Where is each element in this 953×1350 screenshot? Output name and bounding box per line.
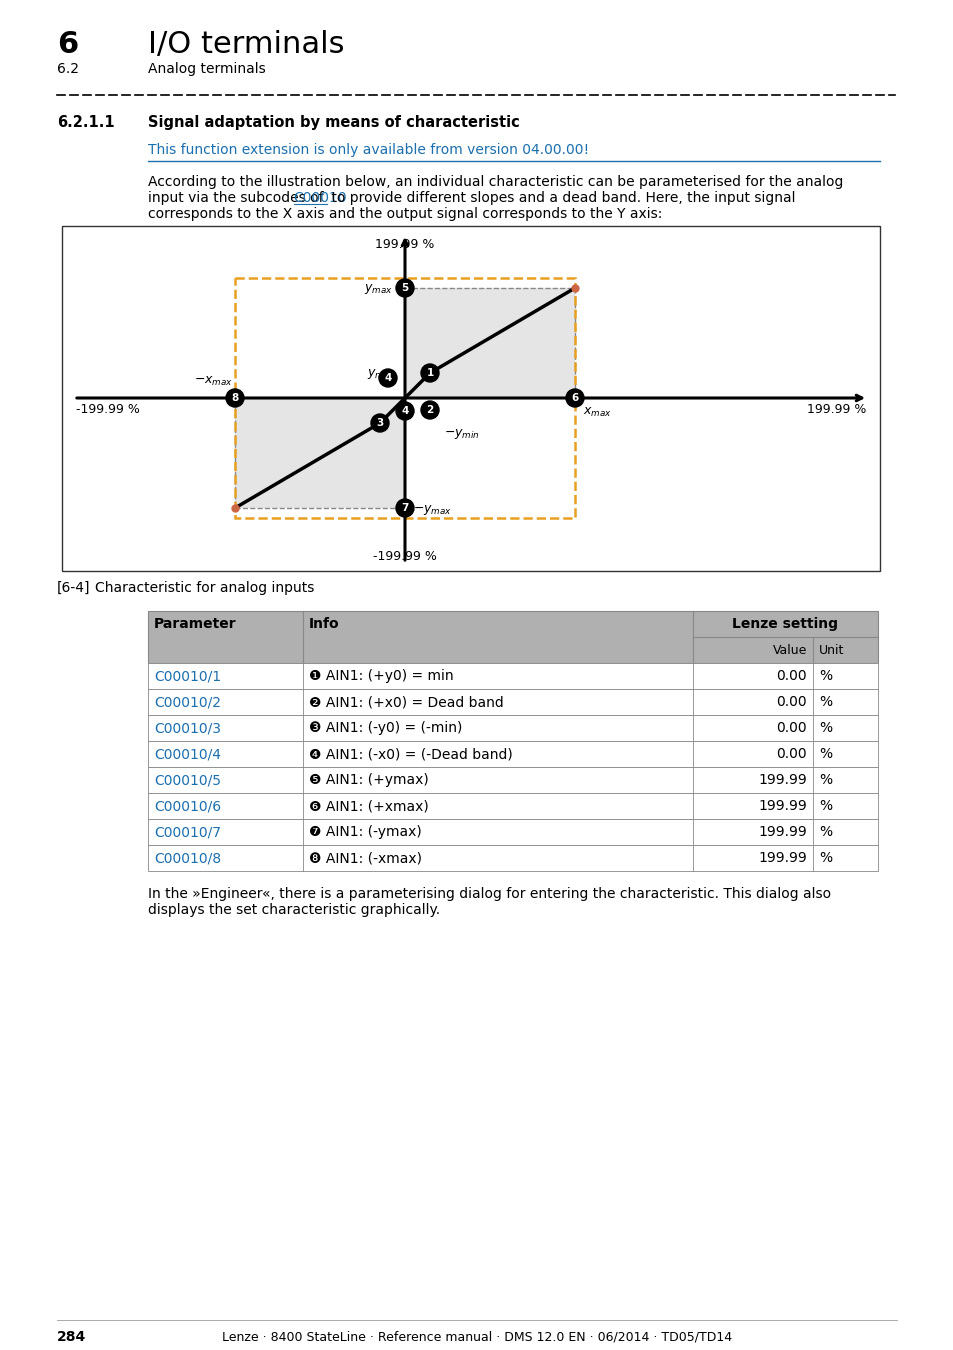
Bar [148, 767, 877, 792]
Text: ❷ AIN1: (+x0) = Dead band: ❷ AIN1: (+x0) = Dead band [309, 695, 503, 709]
Text: displays the set characteristic graphically.: displays the set characteristic graphica… [148, 903, 439, 917]
Circle shape [420, 401, 438, 418]
Text: 199.99 %: 199.99 % [806, 404, 865, 416]
Text: ❹ AIN1: (-x0) = (-Dead band): ❹ AIN1: (-x0) = (-Dead band) [309, 747, 512, 761]
Bar [148, 612, 877, 663]
Text: ❼ AIN1: (-ymax): ❼ AIN1: (-ymax) [309, 825, 421, 838]
Bar [148, 845, 877, 871]
Text: According to the illustration below, an individual characteristic can be paramet: According to the illustration below, an … [148, 176, 842, 189]
Text: %: % [818, 774, 831, 787]
Text: %: % [818, 850, 831, 865]
Bar [62, 225, 879, 571]
Text: 6: 6 [571, 393, 578, 404]
Bar [148, 716, 877, 741]
Bar [148, 688, 877, 716]
Text: C00010/3: C00010/3 [153, 721, 221, 734]
Text: $y_{min}$: $y_{min}$ [367, 367, 393, 381]
Text: Analog terminals: Analog terminals [148, 62, 266, 76]
Text: %: % [818, 670, 831, 683]
Bar [234, 278, 575, 518]
Text: $y_{max}$: $y_{max}$ [364, 282, 393, 296]
Text: 0.00: 0.00 [776, 747, 806, 761]
Text: 6.2: 6.2 [57, 62, 79, 76]
Text: to provide different slopes and a dead band. Here, the input signal: to provide different slopes and a dead b… [327, 190, 795, 205]
Text: -199.99 %: -199.99 % [76, 404, 140, 416]
Text: 199.99: 199.99 [758, 850, 806, 865]
Text: 6: 6 [57, 30, 78, 59]
Text: C00010/4: C00010/4 [153, 747, 221, 761]
Text: %: % [818, 799, 831, 813]
Bar [148, 741, 877, 767]
Bar [234, 398, 405, 508]
Text: This function extension is only available from version 04.00.00!: This function extension is only availabl… [148, 143, 589, 157]
Text: Parameter: Parameter [153, 617, 236, 630]
Bar [148, 819, 877, 845]
Text: Lenze setting: Lenze setting [732, 617, 838, 630]
Text: Characteristic for analog inputs: Characteristic for analog inputs [95, 580, 314, 595]
Text: $-y_{max}$: $-y_{max}$ [413, 504, 452, 517]
Text: 6.2.1.1: 6.2.1.1 [57, 115, 114, 130]
Circle shape [395, 279, 414, 297]
Bar [405, 288, 575, 398]
Text: Unit: Unit [818, 644, 843, 656]
Text: %: % [818, 721, 831, 734]
Text: Lenze · 8400 StateLine · Reference manual · DMS 12.0 EN · 06/2014 · TD05/TD14: Lenze · 8400 StateLine · Reference manua… [222, 1330, 731, 1343]
Circle shape [378, 369, 396, 387]
Text: 2: 2 [426, 405, 434, 414]
Text: 8: 8 [232, 393, 238, 404]
Text: 1: 1 [426, 369, 434, 378]
Text: 0.00: 0.00 [776, 670, 806, 683]
Text: $-y_{min}$: $-y_{min}$ [443, 427, 479, 441]
Text: [6-4]: [6-4] [57, 580, 91, 595]
Text: corresponds to the X axis and the output signal corresponds to the Y axis:: corresponds to the X axis and the output… [148, 207, 661, 221]
Circle shape [420, 364, 438, 382]
Text: C00010/5: C00010/5 [153, 774, 221, 787]
Text: I/O terminals: I/O terminals [148, 30, 344, 59]
Text: ❻ AIN1: (+xmax): ❻ AIN1: (+xmax) [309, 799, 428, 813]
Text: 199.99: 199.99 [758, 774, 806, 787]
Circle shape [395, 402, 414, 420]
Text: ❶ AIN1: (+y0) = min: ❶ AIN1: (+y0) = min [309, 670, 453, 683]
Text: C00010/2: C00010/2 [153, 695, 221, 709]
Text: In the »Engineer«, there is a parameterising dialog for entering the characteris: In the »Engineer«, there is a parameteri… [148, 887, 830, 900]
Text: C00010: C00010 [294, 190, 347, 205]
Text: 3: 3 [376, 418, 383, 428]
Text: 0.00: 0.00 [776, 721, 806, 734]
Text: -199.99 %: -199.99 % [373, 549, 436, 563]
Text: Info: Info [309, 617, 339, 630]
Text: $-x_{max}$: $-x_{max}$ [193, 375, 233, 387]
Text: %: % [818, 747, 831, 761]
Circle shape [226, 389, 244, 406]
Text: C00010/1: C00010/1 [153, 670, 221, 683]
Bar [148, 792, 877, 819]
Text: 5: 5 [401, 284, 408, 293]
Text: Value: Value [772, 644, 806, 656]
Text: ❸ AIN1: (-y0) = (-min): ❸ AIN1: (-y0) = (-min) [309, 721, 462, 734]
Circle shape [371, 414, 389, 432]
Text: 199.99: 199.99 [758, 825, 806, 838]
Text: 284: 284 [57, 1330, 86, 1345]
Text: %: % [818, 695, 831, 709]
Text: 199.99: 199.99 [758, 799, 806, 813]
Bar [148, 663, 877, 688]
Text: 7: 7 [401, 504, 408, 513]
Text: 4: 4 [401, 406, 408, 416]
Text: C00010/6: C00010/6 [153, 799, 221, 813]
Text: input via the subcodes of: input via the subcodes of [148, 190, 328, 205]
Text: 0.00: 0.00 [776, 695, 806, 709]
Text: 4: 4 [384, 373, 392, 383]
Circle shape [565, 389, 583, 406]
Text: Signal adaptation by means of characteristic: Signal adaptation by means of characteri… [148, 115, 519, 130]
Text: C00010/7: C00010/7 [153, 825, 221, 838]
Text: ❽ AIN1: (-xmax): ❽ AIN1: (-xmax) [309, 850, 421, 865]
Circle shape [395, 500, 414, 517]
Text: ❺ AIN1: (+ymax): ❺ AIN1: (+ymax) [309, 774, 428, 787]
Text: 199.99 %: 199.99 % [375, 238, 435, 251]
Text: C00010/8: C00010/8 [153, 850, 221, 865]
Text: $x_{max}$: $x_{max}$ [582, 406, 611, 418]
Text: %: % [818, 825, 831, 838]
